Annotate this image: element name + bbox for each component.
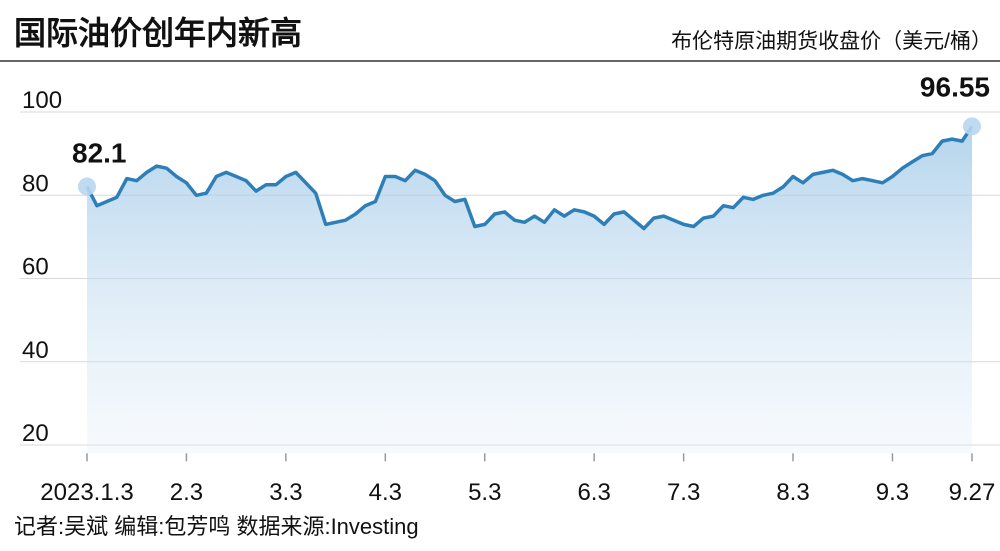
y-tick-label: 60 [22,254,49,281]
y-tick-label: 100 [22,87,62,114]
x-tick-label: 3.3 [269,479,302,506]
source-note: 记者:吴斌 编辑:包芳鸣 数据来源:Investing [14,514,419,539]
x-tick-label: 7.3 [667,479,700,506]
x-tick-label: 8.3 [776,479,809,506]
chart-subtitle: 布伦特原油期货收盘价（美元/桶） [671,30,992,53]
x-tick-label: 9.3 [876,479,909,506]
x-tick-label: 4.3 [369,479,402,506]
y-tick-label: 20 [22,420,49,447]
end-point [78,177,96,196]
chart-title: 国际油价创年内新高 [14,15,302,51]
x-tick-label: 9.27 [949,479,996,506]
end-point [963,117,981,136]
data-label: 82.1 [72,138,127,169]
line [85,125,974,231]
y-tick-label: 40 [22,337,49,364]
y-tick-label: 80 [22,170,49,197]
area [87,126,972,454]
x-tick-label: 6.3 [577,479,610,506]
data-label: 96.55 [920,71,990,102]
x-tick-label: 2023.1.3 [40,479,133,506]
x-tick-label: 5.3 [468,479,501,506]
x-tick-label: 2.3 [170,479,203,506]
